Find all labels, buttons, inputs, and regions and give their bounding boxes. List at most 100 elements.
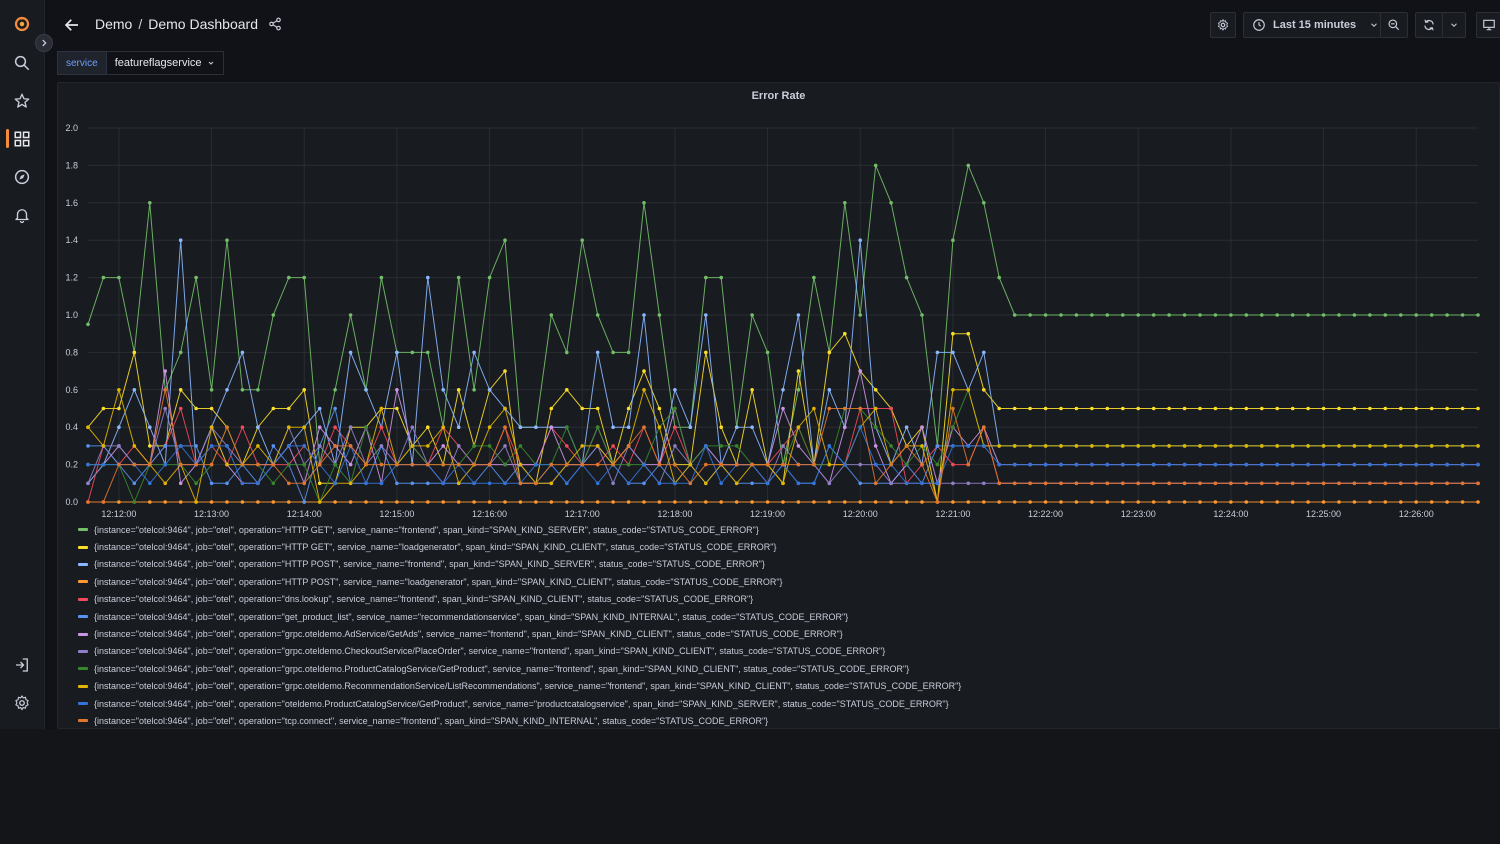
legend-item[interactable]: {instance="otelcol:9464", job="otel", op… <box>78 591 961 608</box>
data-point <box>1260 500 1264 504</box>
data-point <box>379 275 384 280</box>
data-point <box>333 462 337 467</box>
refresh-button[interactable] <box>1415 12 1443 38</box>
refresh-interval-dropdown[interactable] <box>1442 12 1466 38</box>
data-point <box>549 500 554 504</box>
legend-item[interactable]: {instance="otelcol:9464", job="otel", op… <box>78 695 961 712</box>
data-point <box>657 425 662 430</box>
expand-sidebar-button[interactable] <box>35 34 53 52</box>
data-point <box>873 163 878 168</box>
data-point <box>1167 406 1171 411</box>
data-point <box>271 500 276 504</box>
error-rate-panel: Error Rate 0.0 0.2 0.4 0.6 0.8 1.0 1.2 1.4 1.6 1.… <box>57 82 1500 729</box>
data-point <box>1213 444 1218 448</box>
x-tick-label: 12:23:00 <box>1121 509 1156 519</box>
data-point <box>426 481 430 486</box>
error-rate-chart[interactable]: 0.0 0.2 0.4 0.6 0.8 1.0 1.2 1.4 1.6 1.8 2.0 12:12:0… <box>58 83 1500 523</box>
legend-item[interactable]: {instance="otelcol:9464", job="otel", op… <box>78 712 961 729</box>
legend-item[interactable]: {instance="otelcol:9464", job="otel", op… <box>78 521 961 538</box>
data-point <box>1306 406 1310 411</box>
data-point <box>240 388 245 392</box>
data-point <box>1275 481 1279 486</box>
data-point <box>1090 406 1094 411</box>
data-point <box>1476 313 1480 317</box>
legend-item[interactable]: {instance="otelcol:9464", job="otel", op… <box>78 660 961 677</box>
data-point <box>1352 444 1357 448</box>
panel-title[interactable]: Error Rate <box>751 90 806 102</box>
data-point <box>225 462 229 467</box>
data-point <box>843 406 847 411</box>
data-point <box>1198 500 1202 504</box>
star-icon[interactable] <box>11 90 33 112</box>
legend-label: {instance="otelcol:9464", job="otel", op… <box>94 646 886 657</box>
monitor-icon <box>1483 19 1495 31</box>
data-point <box>287 425 291 430</box>
data-point <box>904 425 909 430</box>
gear-icon[interactable] <box>11 692 33 714</box>
data-point <box>1090 444 1094 448</box>
zoom-out-button[interactable] <box>1380 12 1408 38</box>
data-point <box>534 481 538 486</box>
sign-in-icon[interactable] <box>11 654 33 676</box>
data-point <box>997 444 1001 448</box>
data-point <box>719 500 723 504</box>
data-point <box>287 406 291 411</box>
data-point <box>487 388 492 392</box>
search-icon[interactable] <box>11 52 33 74</box>
y-tick-label: 1.4 <box>65 235 78 245</box>
data-point <box>1198 462 1202 467</box>
data-point <box>1352 481 1357 486</box>
data-point <box>117 388 121 392</box>
data-point <box>256 444 260 448</box>
data-point <box>781 444 785 448</box>
data-point <box>209 425 214 430</box>
data-point <box>1337 500 1341 504</box>
explore-icon[interactable] <box>11 166 33 188</box>
data-point <box>287 462 291 467</box>
dashboard-settings-button[interactable] <box>1210 12 1236 38</box>
legend-item[interactable]: {instance="otelcol:9464", job="otel", op… <box>78 556 961 573</box>
bell-icon[interactable] <box>11 204 33 226</box>
dashboard-title[interactable]: Demo Dashboard <box>148 16 258 32</box>
x-tick-label: 12:15:00 <box>379 509 414 519</box>
data-point <box>287 444 291 448</box>
data-point <box>1136 481 1140 486</box>
data-point <box>1090 313 1094 317</box>
time-range-picker[interactable]: Last 15 minutes <box>1243 12 1381 38</box>
data-point <box>194 462 198 467</box>
data-point <box>379 481 384 486</box>
legend-swatch <box>78 719 88 723</box>
data-point <box>626 500 631 504</box>
service-variable-select[interactable]: featureflagservice <box>106 51 224 75</box>
data-point <box>873 406 878 411</box>
data-point <box>1445 500 1449 504</box>
legend-item[interactable]: {instance="otelcol:9464", job="otel", op… <box>78 643 961 660</box>
grafana-logo-icon[interactable] <box>11 13 33 35</box>
share-icon[interactable] <box>268 17 282 31</box>
tv-mode-button[interactable] <box>1476 12 1500 38</box>
x-tick-label: 12:17:00 <box>565 509 600 519</box>
data-point <box>734 481 739 486</box>
data-point <box>302 500 306 504</box>
data-point <box>333 500 337 504</box>
breadcrumb-folder[interactable]: Demo <box>95 16 133 32</box>
data-point <box>626 425 631 430</box>
data-point <box>395 481 399 486</box>
legend-item[interactable]: {instance="otelcol:9464", job="otel", op… <box>78 678 961 695</box>
back-arrow-icon[interactable] <box>61 14 83 36</box>
data-point <box>873 462 878 467</box>
data-point <box>796 462 801 467</box>
legend-item[interactable]: {instance="otelcol:9464", job="otel", op… <box>78 538 961 555</box>
data-point <box>595 425 600 430</box>
legend-item[interactable]: {instance="otelcol:9464", job="otel", op… <box>78 625 961 642</box>
dashboards-icon[interactable] <box>11 128 33 150</box>
data-point <box>889 201 893 205</box>
data-point <box>1167 500 1171 504</box>
time-range-label: Last 15 minutes <box>1273 19 1357 31</box>
data-point <box>1260 313 1264 317</box>
data-point <box>595 444 600 448</box>
data-point <box>935 481 940 486</box>
legend-item[interactable]: {instance="otelcol:9464", job="otel", op… <box>78 573 961 590</box>
legend-item[interactable]: {instance="otelcol:9464", job="otel", op… <box>78 608 961 625</box>
data-point <box>225 388 229 392</box>
